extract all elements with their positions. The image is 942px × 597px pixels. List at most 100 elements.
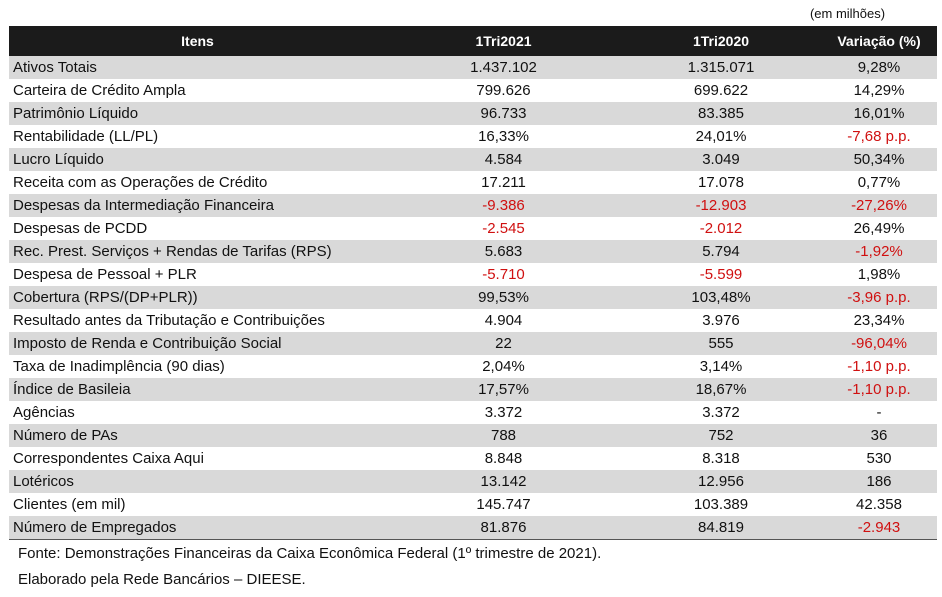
row-value-1tri2020: 3,14% — [621, 355, 821, 378]
row-value-1tri2021: 5.683 — [386, 240, 621, 263]
row-item-label: Imposto de Renda e Contribuição Social — [9, 332, 386, 355]
row-value-1tri2020: 3.976 — [621, 309, 821, 332]
row-item-label: Lucro Líquido — [9, 148, 386, 171]
row-variation: 14,29% — [821, 79, 937, 102]
row-item-label: Índice de Basileia — [9, 378, 386, 401]
table-row: Imposto de Renda e Contribuição Social 22… — [9, 332, 937, 355]
row-variation: 50,34% — [821, 148, 937, 171]
row-variation: -2.943 — [821, 516, 937, 540]
row-variation: 530 — [821, 447, 937, 470]
row-variation: -3,96 p.p. — [821, 286, 937, 309]
table-row: Resultado antes da Tributação e Contribu… — [9, 309, 937, 332]
row-value-1tri2020: 12.956 — [621, 470, 821, 493]
row-value-1tri2021: 788 — [386, 424, 621, 447]
row-variation: 36 — [821, 424, 937, 447]
row-value-1tri2020: -12.903 — [621, 194, 821, 217]
row-value-1tri2021: 799.626 — [386, 79, 621, 102]
table-row: Receita com as Operações de Crédito 17.21… — [9, 171, 937, 194]
table-row: Lucro Líquido 4.584 3.049 50,34% — [9, 148, 937, 171]
row-value-1tri2020: -2.012 — [621, 217, 821, 240]
row-value-1tri2020: 18,67% — [621, 378, 821, 401]
row-item-label: Agências — [9, 401, 386, 424]
financial-table: Itens 1Tri2021 1Tri2020 Variação (%) Ati… — [9, 26, 937, 540]
row-value-1tri2021: -2.545 — [386, 217, 621, 240]
footer-source: Fonte: Demonstrações Financeiras da Caix… — [18, 545, 602, 562]
row-value-1tri2021: 4.584 — [386, 148, 621, 171]
unit-note: (em milhões) — [809, 6, 886, 21]
row-value-1tri2021: 13.142 — [386, 470, 621, 493]
row-value-1tri2021: 17,57% — [386, 378, 621, 401]
row-item-label: Patrimônio Líquido — [9, 102, 386, 125]
row-value-1tri2020: 83.385 — [621, 102, 821, 125]
table-row: Taxa de Inadimplência (90 dias) 2,04% 3,14… — [9, 355, 937, 378]
row-variation: -1,10 p.p. — [821, 378, 937, 401]
row-value-1tri2020: 17.078 — [621, 171, 821, 194]
row-value-1tri2020: 103,48% — [621, 286, 821, 309]
row-value-1tri2021: 145.747 — [386, 493, 621, 516]
table-row: Rec. Prest. Serviços + Rendas de Tarifas… — [9, 240, 937, 263]
row-item-label: Despesas de PCDD — [9, 217, 386, 240]
table-row: Ativos Totais 1.437.102 1.315.071 9,28% — [9, 56, 937, 79]
table-row: Índice de Basileia 17,57% 18,67% -1,10 p.p. — [9, 378, 937, 401]
row-item-label: Lotéricos — [9, 470, 386, 493]
row-item-label: Resultado antes da Tributação e Contribu… — [9, 309, 386, 332]
row-variation: -7,68 p.p. — [821, 125, 937, 148]
row-variation: 16,01% — [821, 102, 937, 125]
row-value-1tri2021: 96.733 — [386, 102, 621, 125]
table-row: Número de PAs 788 752 36 — [9, 424, 937, 447]
row-value-1tri2020: 555 — [621, 332, 821, 355]
row-item-label: Taxa de Inadimplência (90 dias) — [9, 355, 386, 378]
row-variation: -1,10 p.p. — [821, 355, 937, 378]
row-value-1tri2020: 3.372 — [621, 401, 821, 424]
table-row: Despesas de PCDD -2.545 -2.012 26,49% — [9, 217, 937, 240]
row-value-1tri2021: 81.876 — [386, 516, 621, 540]
table-body: Ativos Totais 1.437.102 1.315.071 9,28% Cart… — [9, 56, 937, 540]
header-items: Itens — [9, 26, 386, 56]
table-row: Patrimônio Líquido 96.733 83.385 16,01% — [9, 102, 937, 125]
row-item-label: Clientes (em mil) — [9, 493, 386, 516]
row-variation: - — [821, 401, 937, 424]
row-value-1tri2021: 1.437.102 — [386, 56, 621, 79]
table-row: Agências 3.372 3.372- — [9, 401, 937, 424]
row-variation: 42.358 — [821, 493, 937, 516]
row-value-1tri2021: 3.372 — [386, 401, 621, 424]
row-item-label: Receita com as Operações de Crédito — [9, 171, 386, 194]
row-variation: 23,34% — [821, 309, 937, 332]
row-value-1tri2021: 2,04% — [386, 355, 621, 378]
row-value-1tri2020: 24,01% — [621, 125, 821, 148]
row-item-label: Despesas da Intermediação Financeira — [9, 194, 386, 217]
table-row: Cobertura (RPS/(DP+PLR)) 99,53% 103,48% -3,… — [9, 286, 937, 309]
row-item-label: Cobertura (RPS/(DP+PLR)) — [9, 286, 386, 309]
table-header: Itens 1Tri2021 1Tri2020 Variação (%) — [9, 26, 937, 56]
row-variation: -96,04% — [821, 332, 937, 355]
row-value-1tri2020: 1.315.071 — [621, 56, 821, 79]
row-value-1tri2020: 84.819 — [621, 516, 821, 540]
table-row: Correspondentes Caixa Aqui 8.848 8.318 530 — [9, 447, 937, 470]
row-value-1tri2021: 17.211 — [386, 171, 621, 194]
header-row: Itens 1Tri2021 1Tri2020 Variação (%) — [9, 26, 937, 56]
row-variation: 9,28% — [821, 56, 937, 79]
row-item-label: Ativos Totais — [9, 56, 386, 79]
row-variation: 1,98% — [821, 263, 937, 286]
header-1tri2021: 1Tri2021 — [386, 26, 621, 56]
row-value-1tri2020: 8.318 — [621, 447, 821, 470]
row-variation: 186 — [821, 470, 937, 493]
row-item-label: Número de Empregados — [9, 516, 386, 540]
header-1tri2020: 1Tri2020 — [621, 26, 821, 56]
row-item-label: Número de PAs — [9, 424, 386, 447]
row-value-1tri2020: -5.599 — [621, 263, 821, 286]
row-value-1tri2021: 4.904 — [386, 309, 621, 332]
table-row: Número de Empregados 81.876 84.819 -2.943 — [9, 516, 937, 540]
row-value-1tri2020: 752 — [621, 424, 821, 447]
row-item-label: Despesa de Pessoal + PLR — [9, 263, 386, 286]
row-item-label: Carteira de Crédito Ampla — [9, 79, 386, 102]
table-row: Carteira de Crédito Ampla 799.626 699.622 1… — [9, 79, 937, 102]
footer-author: Elaborado pela Rede Bancários – DIEESE. — [18, 571, 306, 588]
row-variation: -1,92% — [821, 240, 937, 263]
row-item-label: Rentabilidade (LL/PL) — [9, 125, 386, 148]
row-value-1tri2020: 5.794 — [621, 240, 821, 263]
row-value-1tri2021: 8.848 — [386, 447, 621, 470]
row-value-1tri2021: 99,53% — [386, 286, 621, 309]
row-value-1tri2021: 16,33% — [386, 125, 621, 148]
table-row: Rentabilidade (LL/PL) 16,33% 24,01% -7,68 p… — [9, 125, 937, 148]
